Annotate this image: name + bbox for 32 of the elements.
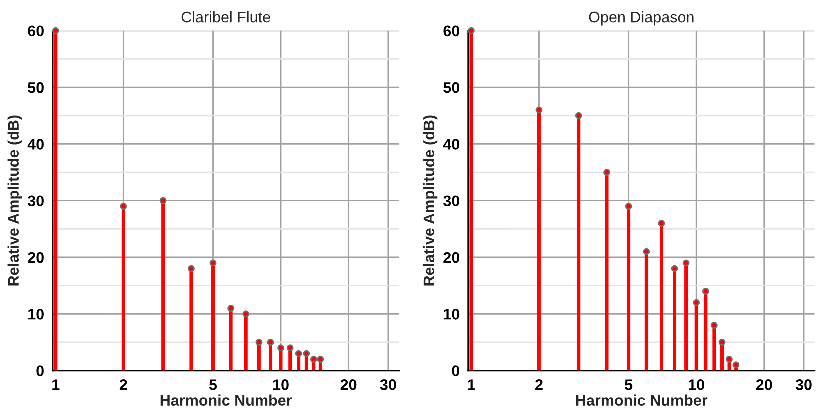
x-tick-label: 10 [273, 380, 289, 390]
y-tick-label: 30 [444, 196, 460, 207]
x-axis-title: Harmonic Number [576, 394, 708, 406]
y-tick-label: 20 [444, 252, 460, 264]
y-tick-label: 10 [28, 309, 44, 320]
y-tick-label: 20 [28, 252, 44, 264]
x-tick-label: 5 [625, 380, 633, 390]
x-tick-label: 2 [120, 380, 128, 390]
y-tick-label: 50 [28, 82, 44, 94]
y-tick-label: 40 [28, 139, 44, 150]
x-tick-label: 20 [340, 380, 357, 390]
x-tick-label: 30 [796, 380, 812, 390]
y-tick-label: 0 [452, 366, 460, 376]
y-axis-title: Relative Amplitude (dB) [423, 116, 438, 286]
y-tick-label: 0 [36, 366, 44, 376]
y-axis-title: Relative Amplitude (dB) [8, 116, 22, 286]
y-tick-label: 50 [444, 82, 460, 94]
chart-title: Claribel Flute [182, 11, 270, 23]
x-tick-label: 5 [209, 380, 218, 390]
y-tick-label: 40 [443, 139, 460, 150]
x-tick-label: 20 [756, 380, 772, 390]
y-tick-label: 30 [28, 196, 44, 207]
x-tick-label: 30 [380, 380, 396, 390]
x-tick-label: 10 [689, 380, 704, 390]
x-tick-label: 2 [536, 380, 543, 390]
x-axis-title: Harmonic Number [160, 394, 292, 406]
x-tick-label: 1 [468, 380, 476, 390]
y-tick-label: 10 [444, 309, 460, 320]
y-tick-label: 60 [444, 26, 460, 37]
chart-title: Open Diapason [589, 11, 694, 26]
y-tick-label: 60 [28, 26, 44, 37]
x-tick-label: 1 [52, 380, 60, 390]
